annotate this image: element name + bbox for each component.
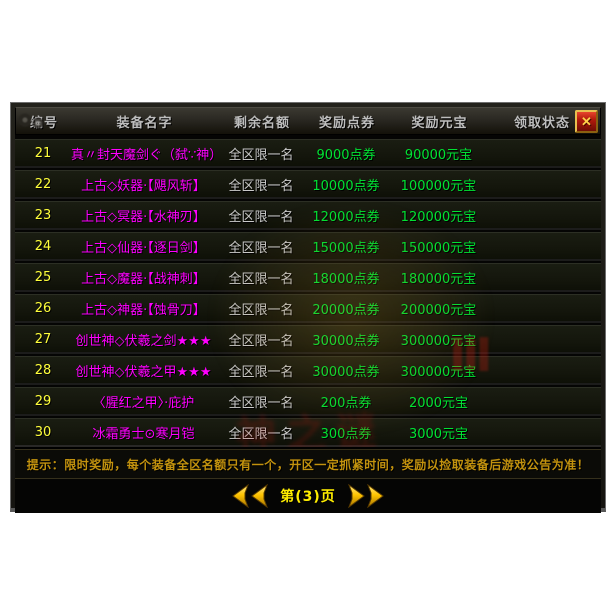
next-page-button[interactable] — [346, 483, 386, 509]
equipment-name: 创世神◇伏羲之甲★★★ — [75, 364, 212, 380]
points-reward: 15000点券 — [312, 240, 380, 256]
yuanbao-reward: 150000元宝 — [400, 240, 477, 256]
col-header-claim-status: 领取状态 — [513, 115, 570, 131]
remaining-quota: 全区限一名 — [228, 178, 294, 194]
tip-text: 提示：限时奖励，每个装备全区名额只有一个，开区一定抓紧时间，奖励以捡取装备后游戏… — [26, 457, 590, 472]
row-number: 25 — [34, 269, 52, 285]
table-row: 24 上古◇仙器·【逐日剑】 全区限一名 15000点券 150000元宝 — [15, 232, 601, 259]
pagination-bar: 第(3)页 — [15, 479, 601, 513]
row-number: 26 — [34, 300, 52, 316]
yuanbao-reward: 2000元宝 — [408, 395, 469, 411]
prev-page-button[interactable] — [230, 483, 270, 509]
table-row: 25 上古◇魔器·【战神刺】 全区限一名 18000点券 180000元宝 — [15, 263, 601, 290]
points-reward: 20000点券 — [312, 302, 380, 318]
points-reward: 300点券 — [320, 426, 372, 442]
remaining-quota: 全区限一名 — [228, 302, 294, 318]
double-chevron-left-icon — [232, 483, 269, 509]
yuanbao-reward: 90000元宝 — [404, 147, 473, 163]
table-row: 27 创世神◇伏羲之剑★★★ 全区限一名 30000点券 300000元宝 — [15, 325, 601, 352]
col-header-equipment-name: 装备名字 — [116, 115, 173, 131]
points-reward: 200点券 — [320, 395, 372, 411]
remaining-quota: 全区限一名 — [228, 395, 294, 411]
equipment-name: 〈腥红之甲〉·庇护 — [92, 395, 195, 411]
reward-list-window: 编号 装备名字 剩余名额 奖励点券 奖励元宝 领取状态 ✕ 21 真〃封天魔剑ぐ… — [10, 102, 606, 513]
col-header-points: 奖励点券 — [318, 115, 375, 131]
yuanbao-reward: 300000元宝 — [400, 333, 477, 349]
row-number: 29 — [34, 393, 52, 409]
yuanbao-reward: 3000元宝 — [408, 426, 469, 442]
yuanbao-reward: 100000元宝 — [400, 178, 477, 194]
window-frame: 编号 装备名字 剩余名额 奖励点券 奖励元宝 领取状态 ✕ 21 真〃封天魔剑ぐ… — [11, 103, 605, 513]
points-reward: 9000点券 — [316, 147, 376, 163]
col-header-yuanbao: 奖励元宝 — [411, 115, 468, 131]
close-icon: ✕ — [581, 114, 592, 129]
points-reward: 12000点券 — [312, 209, 380, 225]
page-indicator: 第(3)页 — [280, 489, 336, 505]
yuanbao-reward: 120000元宝 — [400, 209, 477, 225]
row-number: 30 — [34, 424, 52, 440]
remaining-quota: 全区限一名 — [228, 209, 294, 225]
yuanbao-reward: 180000元宝 — [400, 271, 477, 287]
close-button[interactable]: ✕ — [575, 110, 598, 133]
remaining-quota: 全区限一名 — [228, 240, 294, 256]
remaining-quota: 全区限一名 — [228, 426, 294, 442]
row-number: 23 — [34, 207, 52, 223]
remaining-quota: 全区限一名 — [228, 147, 294, 163]
table-row: 28 创世神◇伏羲之甲★★★ 全区限一名 30000点券 300000元宝 — [15, 356, 601, 383]
equipment-name: 上古◇神器·【蚀骨刀】 — [81, 302, 206, 318]
table-row: 22 上古◇妖器·【飓风斩】 全区限一名 10000点券 100000元宝 — [15, 170, 601, 197]
remaining-quota: 全区限一名 — [228, 364, 294, 380]
equipment-name: 上古◇冥器·【水神刃】 — [81, 209, 206, 225]
remaining-quota: 全区限一名 — [228, 333, 294, 349]
double-chevron-right-icon — [347, 483, 384, 509]
row-number: 21 — [34, 145, 52, 161]
remaining-quota: 全区限一名 — [228, 271, 294, 287]
points-reward: 30000点券 — [312, 333, 380, 349]
points-reward: 10000点券 — [312, 178, 380, 194]
tip-bar: 提示：限时奖励，每个装备全区名额只有一个，开区一定抓紧时间，奖励以捡取装备后游戏… — [15, 449, 601, 479]
equipment-name: 真〃封天魔剑ぐ（弑∵神） — [71, 147, 216, 163]
equipment-name: 上古◇妖器·【飓风斩】 — [81, 178, 206, 194]
row-number: 24 — [34, 238, 52, 254]
yuanbao-reward: 200000元宝 — [400, 302, 477, 318]
reward-table: 21 真〃封天魔剑ぐ（弑∵神） 全区限一名 9000点券 90000元宝 22 … — [15, 135, 601, 445]
points-reward: 30000点券 — [312, 364, 380, 380]
equipment-name: 上古◇魔器·【战神刺】 — [81, 271, 206, 287]
points-reward: 18000点券 — [312, 271, 380, 287]
col-header-quota: 剩余名额 — [233, 115, 290, 131]
equipment-name: 冰霜勇士⊙寒月铠 — [92, 426, 195, 442]
table-row: 30 冰霜勇士⊙寒月铠 全区限一名 300点券 3000元宝 — [15, 418, 601, 445]
row-number: 22 — [34, 176, 52, 192]
row-number: 28 — [34, 362, 52, 378]
table-row: 23 上古◇冥器·【水神刃】 全区限一名 12000点券 120000元宝 — [15, 201, 601, 228]
window-titlebar: 编号 装备名字 剩余名额 奖励点券 奖励元宝 领取状态 ✕ — [15, 107, 601, 135]
row-number: 27 — [34, 331, 52, 347]
yuanbao-reward: 300000元宝 — [400, 364, 477, 380]
table-row: 29 〈腥红之甲〉·庇护 全区限一名 200点券 2000元宝 — [15, 387, 601, 414]
table-row: 21 真〃封天魔剑ぐ（弑∵神） 全区限一名 9000点券 90000元宝 — [15, 139, 601, 166]
table-row: 26 上古◇神器·【蚀骨刀】 全区限一名 20000点券 200000元宝 — [15, 294, 601, 321]
equipment-name: 创世神◇伏羲之剑★★★ — [75, 333, 212, 349]
equipment-name: 上古◇仙器·【逐日剑】 — [81, 240, 206, 256]
corner-ornament-icon — [18, 111, 52, 131]
